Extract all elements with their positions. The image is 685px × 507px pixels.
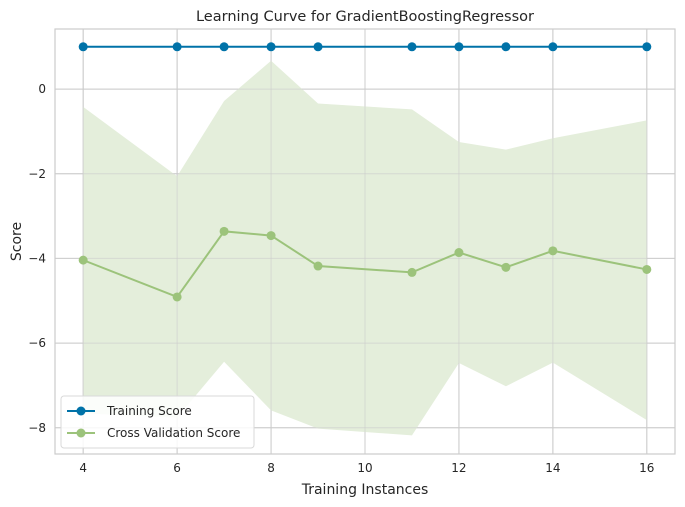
legend-box (60, 395, 255, 449)
cv-score-line (82, 230, 648, 299)
training-score-point-7 (501, 42, 511, 52)
x-tick-label-3: 10 (357, 461, 372, 475)
training-score-point-9 (642, 42, 652, 52)
x-tick-label-5: 14 (545, 461, 560, 475)
x-tick-label-4: 12 (451, 461, 466, 475)
training-score-point-5 (407, 42, 417, 52)
cv-score-point-0 (78, 255, 88, 265)
legend-cv-score-label: Cross Validation Score (107, 426, 240, 440)
x-tick-label-6: 16 (639, 461, 654, 475)
cv-score-point-8 (548, 246, 558, 256)
x-tick-label-1: 6 (173, 461, 181, 475)
training-score-point-4 (313, 42, 323, 52)
training-score-point-8 (548, 42, 558, 52)
cv-score-point-9 (642, 264, 652, 274)
y-tick-label-2: −4 (28, 251, 46, 265)
training-score-point-2 (219, 42, 229, 52)
y-axis-label: Score (9, 222, 25, 261)
x-tick-label-0: 4 (79, 461, 87, 475)
legend-cv-score-marker (76, 428, 86, 438)
y-tick-label-4: −8 (28, 421, 46, 435)
chart-title: Learning Curve for GradientBoostingRegre… (196, 9, 534, 25)
legend-training-score-marker (76, 406, 86, 416)
training-score-point-6 (454, 42, 464, 52)
x-axis-label: Training Instances (301, 482, 429, 498)
training-score-point-0 (78, 42, 88, 52)
cv-score-point-5 (407, 267, 417, 277)
cv-score-point-3 (266, 231, 276, 241)
cv-score-point-1 (172, 292, 182, 302)
cv-score-point-4 (313, 261, 323, 271)
cv-score-point-7 (501, 262, 511, 272)
cv-score-point-6 (454, 248, 464, 258)
x-tick-label-2: 8 (267, 461, 275, 475)
cv-score-point-2 (219, 226, 229, 236)
training-score-point-1 (172, 42, 182, 52)
plot-frame (54, 28, 676, 455)
legend-training-score-label: Training Score (106, 404, 192, 418)
y-tick-label-0: 0 (38, 82, 46, 96)
training-score-point-3 (266, 42, 276, 52)
y-tick-label-3: −6 (28, 336, 46, 350)
y-tick-label-1: −2 (28, 167, 46, 181)
